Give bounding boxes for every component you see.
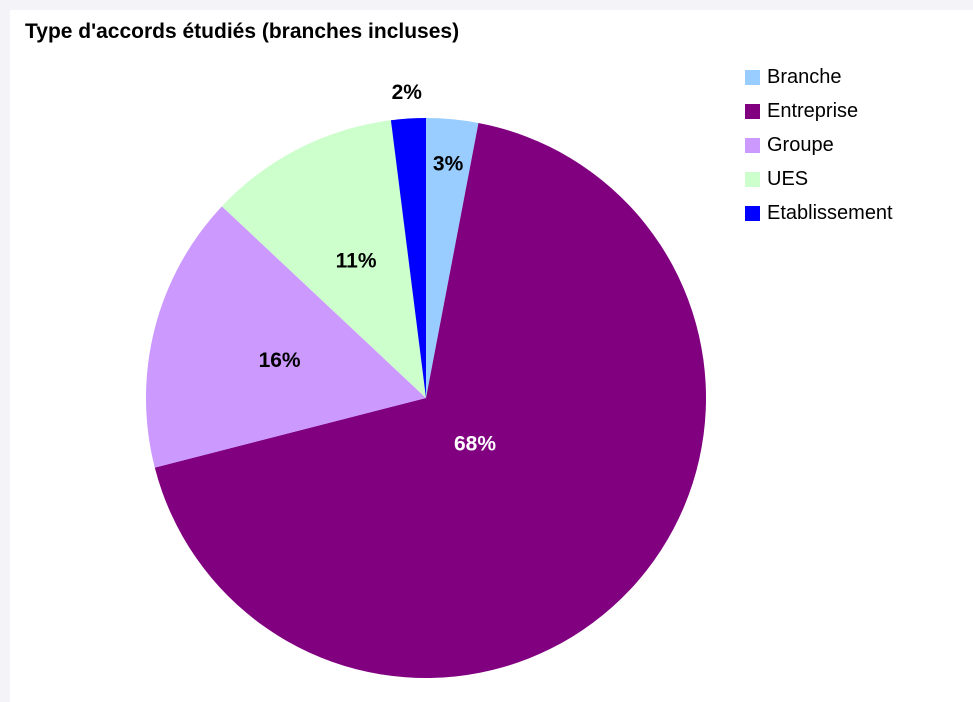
legend-item-branche: Branche (745, 60, 893, 94)
pie-slice-entreprise (154, 122, 707, 679)
pie-slice-groupe (146, 206, 426, 468)
legend-item-ues: UES (745, 162, 893, 196)
legend-item-etablissement: Etablissement (745, 196, 893, 230)
data-label-etablissement: 2% (392, 81, 423, 104)
pie-slices (146, 118, 707, 679)
data-label-ues: 11% (336, 249, 377, 272)
legend-swatch (745, 171, 760, 187)
legend-item-groupe: Groupe (745, 128, 893, 162)
chart-legend: Branche Entreprise Groupe UES Etablissement (745, 60, 893, 230)
pie-slice-ues (221, 120, 426, 399)
pie-data-labels: 3% 68% 16% 11% 2% (259, 81, 497, 455)
pie-slice-branche (426, 118, 479, 398)
legend-label: Branche (767, 65, 842, 88)
pie-slice-etablissement (390, 118, 426, 398)
legend-swatch (745, 69, 760, 85)
legend-item-entreprise: Entreprise (745, 94, 893, 128)
chart-title: Type d'accords étudiés (branches incluse… (25, 20, 460, 43)
legend-swatch (745, 103, 760, 119)
legend-label: Entreprise (767, 99, 859, 122)
legend-swatch (745, 205, 760, 221)
legend-label: Groupe (767, 133, 834, 156)
data-label-groupe: 16% (259, 349, 301, 372)
data-label-entreprise: 68% (454, 433, 496, 456)
data-label-branche: 3% (433, 152, 464, 175)
legend-label: UES (767, 167, 809, 190)
legend-label: Etablissement (767, 201, 893, 224)
legend-swatch (745, 137, 760, 153)
